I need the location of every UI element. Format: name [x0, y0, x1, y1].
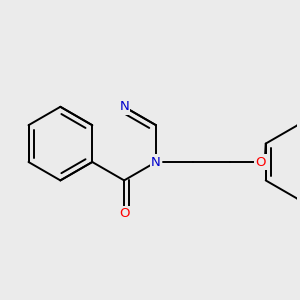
Text: O: O [119, 207, 129, 220]
Text: N: N [119, 100, 129, 113]
Text: N: N [151, 155, 161, 169]
Text: O: O [256, 155, 266, 169]
